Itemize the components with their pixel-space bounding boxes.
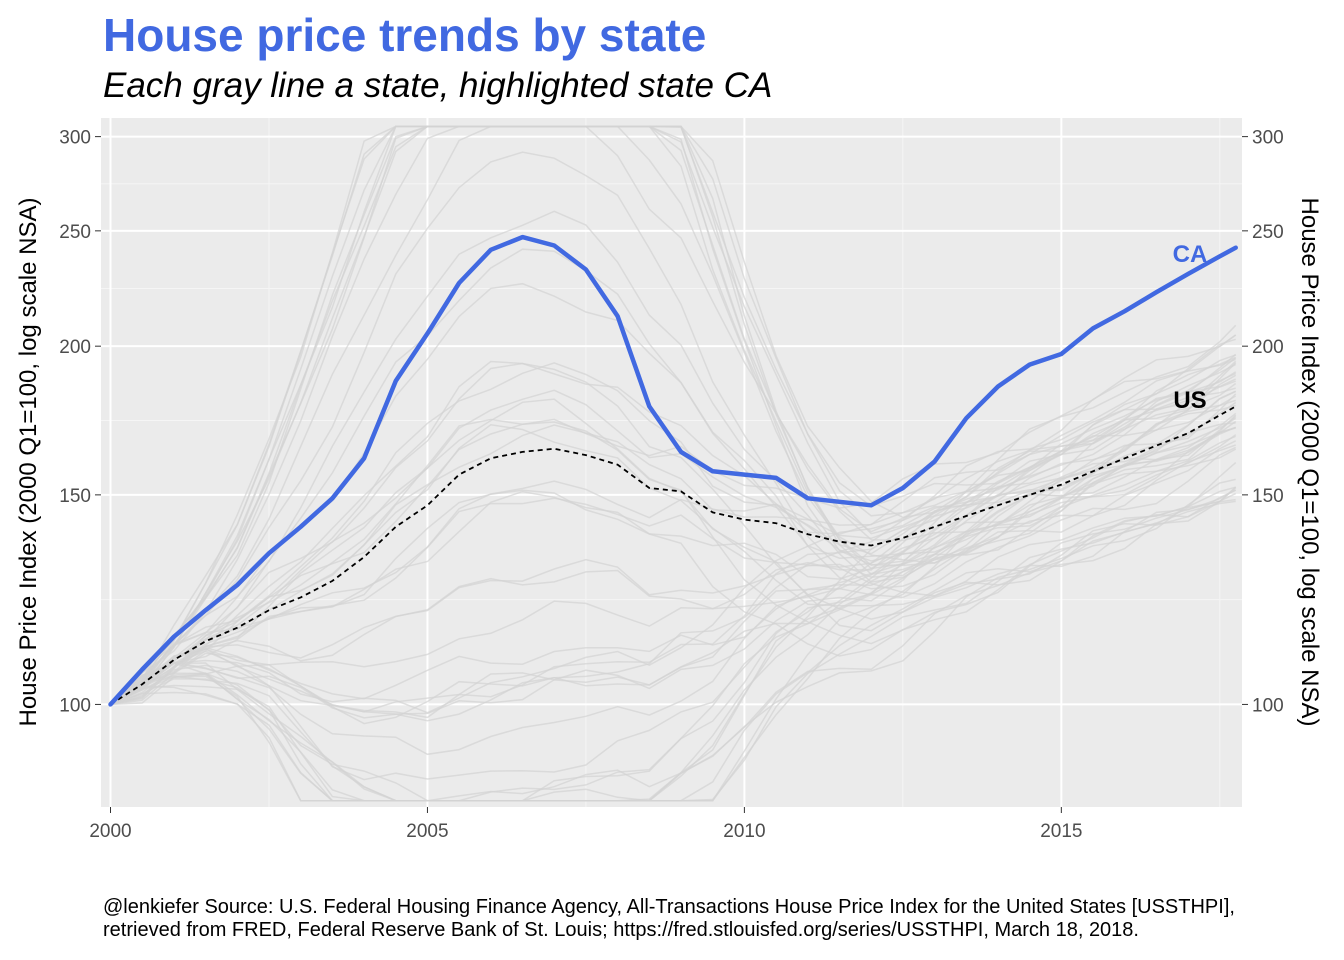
state-line: [110, 426, 1236, 802]
state-line: [110, 418, 1237, 706]
y-tick-label-left: 150: [59, 486, 91, 507]
state-line: [110, 358, 1236, 706]
axes: 2000 2005 2010 2015 100 100 150 150 200 200 250 250…: [59, 128, 1283, 842]
y-tick-label-right: 150: [1252, 486, 1284, 507]
state-line: [110, 362, 1237, 706]
x-tick-label: 2015: [1040, 821, 1082, 842]
state-line: [110, 486, 1236, 802]
state-line: [110, 363, 1237, 802]
us-series-line: [110, 405, 1237, 706]
caption-line-2: retrieved from FRED, Federal Reserve Ban…: [103, 919, 1139, 941]
plot-panel: [101, 118, 1242, 807]
state-line: [110, 125, 1237, 706]
state-line: [110, 434, 1237, 706]
main-lines: [108, 234, 1238, 707]
y-tick-label-left: 300: [59, 128, 91, 149]
state-line: [110, 360, 1237, 802]
caption-line-1: @lenkiefer Source: U.S. Federal Housing …: [103, 896, 1235, 918]
x-tick-label: 2010: [723, 821, 765, 842]
state-line: [110, 125, 1237, 705]
chart-canvas: 2000 2005 2010 2015 100 100 150 150 200 200 250 250…: [15, 118, 1323, 842]
state-line: [110, 380, 1236, 715]
state-line: [109, 125, 1236, 705]
y-tick-label-right: 200: [1252, 337, 1284, 358]
state-line: [110, 426, 1236, 719]
state-line: [110, 357, 1237, 713]
y-axis-title-right: House Price Index (2000 Q1=100, log scal…: [1296, 198, 1323, 727]
ca-series-line: [108, 234, 1238, 707]
y-tick-label-right: 250: [1252, 222, 1284, 243]
state-line: [110, 390, 1237, 756]
y-axis-title-left: House Price Index (2000 Q1=100, log scal…: [15, 198, 42, 727]
state-line: [110, 446, 1237, 706]
chart-caption: @lenkiefer Source: U.S. Federal Housing …: [103, 896, 1344, 942]
state-line: [110, 371, 1237, 706]
y-tick-label-right: 300: [1252, 128, 1284, 149]
y-tick-label-left: 200: [59, 337, 91, 358]
y-tick-label-left: 250: [59, 222, 91, 243]
x-tick-label: 2005: [406, 821, 448, 842]
state-line: [110, 334, 1237, 706]
chart-title: House price trends by state: [103, 9, 707, 61]
us-end-label: US: [1173, 387, 1206, 414]
state-line: [110, 125, 1236, 705]
state-lines: [109, 125, 1237, 802]
state-line: [110, 487, 1237, 706]
y-tick-label-left: 100: [59, 695, 91, 716]
state-line: [109, 338, 1236, 714]
state-line: [110, 210, 1236, 705]
state-line: [110, 334, 1237, 706]
y-tick-label-right: 100: [1252, 695, 1284, 716]
ca-end-label: CA: [1173, 241, 1208, 268]
state-line: [110, 427, 1236, 706]
chart-subtitle: Each gray line a state, highlighted stat…: [103, 66, 773, 105]
state-line: [110, 151, 1237, 705]
x-tick-label: 2000: [89, 821, 131, 842]
